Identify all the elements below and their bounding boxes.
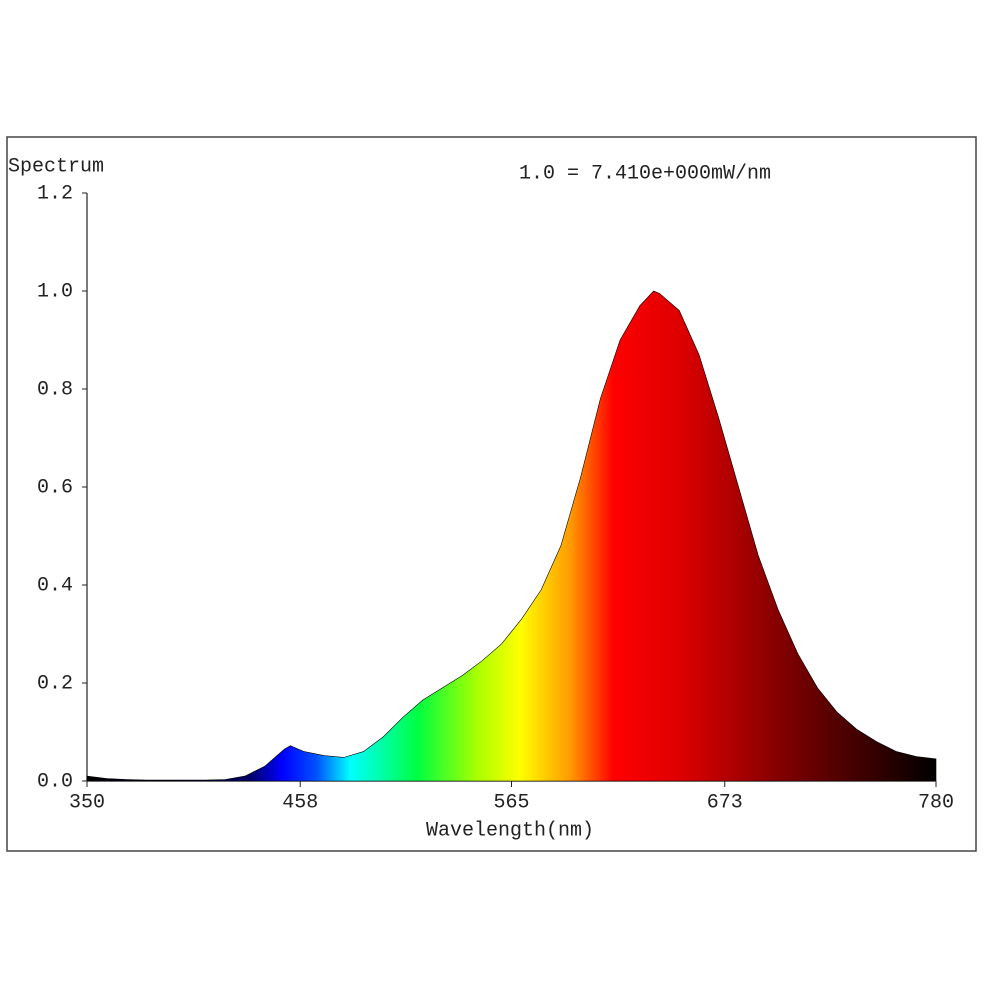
annotation: 1.0 = 7.410e+000mW/nm (519, 162, 771, 185)
y-tick-label: 0.6 (37, 476, 73, 499)
x-tick-label: 780 (918, 791, 954, 814)
x-tick-label: 350 (69, 791, 105, 814)
x-label: Wavelength(nm) (426, 819, 594, 842)
y-tick-label: 0.4 (37, 574, 73, 597)
x-tick-label: 458 (282, 791, 318, 814)
y-title: Spectrum (8, 155, 104, 178)
y-tick-label: 0.8 (37, 378, 73, 401)
spectrum-area (86, 290, 937, 782)
y-tick-label: 0.0 (37, 770, 73, 793)
y-tick-label: 1.0 (37, 280, 73, 303)
x-tick-label: 673 (707, 791, 743, 814)
y-tick-label: 1.2 (37, 182, 73, 205)
x-tick-label: 565 (493, 791, 529, 814)
y-tick-label: 0.2 (37, 672, 73, 695)
frame (6, 136, 977, 852)
